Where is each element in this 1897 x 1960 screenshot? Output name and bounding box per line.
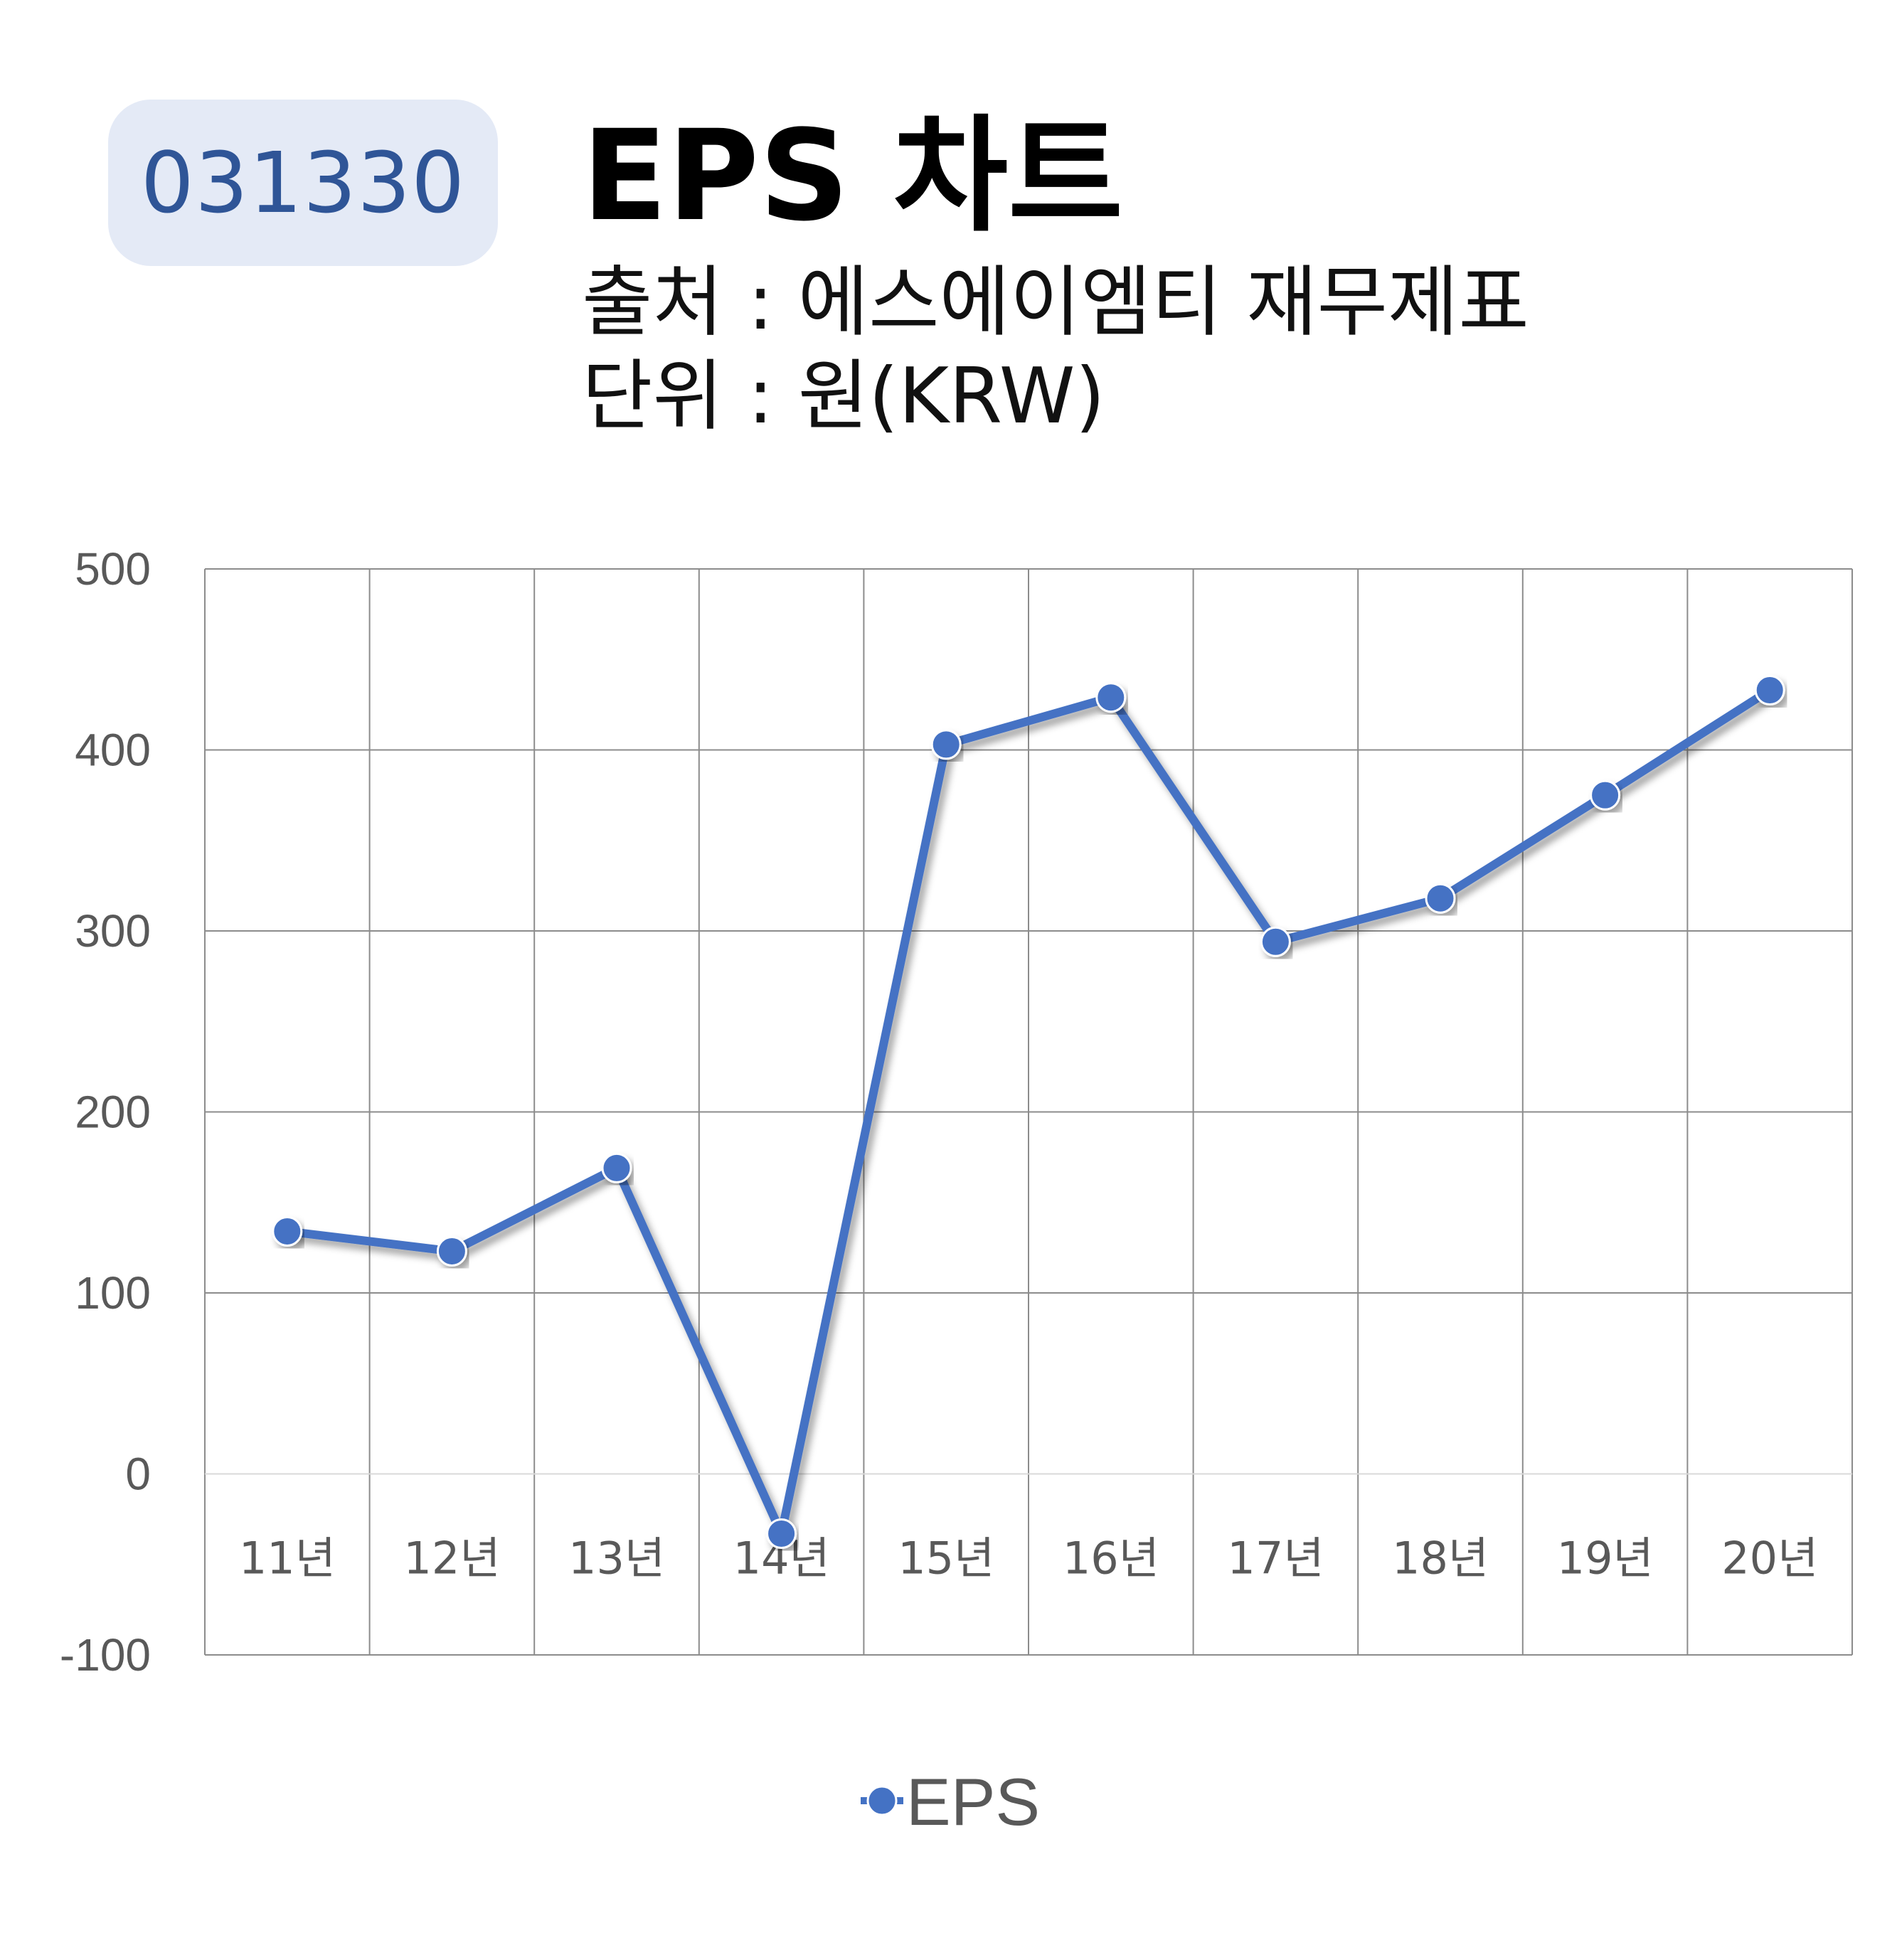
x-category-label: 13년 — [568, 1533, 665, 1584]
unit-line: 단위 : 원(KRW) — [582, 352, 1105, 441]
ticker-code: 031330 — [140, 134, 466, 232]
x-category-label: 19년 — [1557, 1533, 1654, 1584]
x-category-label: 17년 — [1227, 1533, 1324, 1584]
x-category-label: 11년 — [239, 1533, 336, 1584]
x-axis-categories: 11년 12년 13년 14년 15년 16년 17년 18년 19년 20년 — [239, 1533, 1818, 1584]
legend-label: EPS — [906, 1764, 1040, 1839]
legend-marker — [866, 1785, 898, 1816]
x-category-label: 16년 — [1063, 1533, 1159, 1584]
ticker-badge: 031330 — [108, 100, 498, 266]
y-tick-label: 100 — [75, 1267, 151, 1319]
data-point — [1260, 926, 1291, 957]
x-category-label: 20년 — [1721, 1533, 1818, 1584]
data-point — [436, 1235, 467, 1267]
y-tick-label: -100 — [60, 1629, 151, 1681]
data-point — [601, 1152, 632, 1183]
y-tick-label: 300 — [75, 905, 151, 957]
x-category-label: 18년 — [1392, 1533, 1489, 1584]
series-eps — [272, 675, 1785, 1549]
x-category-label: 12년 — [403, 1533, 500, 1584]
legend: EPS — [861, 1764, 1040, 1839]
data-point — [272, 1215, 303, 1247]
data-point — [930, 729, 962, 760]
y-tick-label: 500 — [75, 543, 151, 595]
data-point — [1754, 675, 1785, 706]
y-axis-ticks: 500 400 300 200 100 0 -100 — [60, 543, 151, 1681]
data-point — [1095, 682, 1127, 713]
x-category-label: 15년 — [898, 1533, 994, 1584]
y-tick-label: 0 — [125, 1449, 151, 1500]
series-line — [282, 686, 1775, 1538]
grid — [204, 568, 1853, 1656]
data-point — [766, 1518, 797, 1549]
chart-title: EPS 차트 — [582, 103, 1124, 249]
source-line: 출처 : 에스에이엠티 재무제표 — [582, 258, 1529, 347]
y-tick-label: 200 — [75, 1087, 151, 1138]
data-point — [1590, 779, 1621, 811]
y-tick-label: 400 — [75, 725, 151, 776]
data-point — [1425, 883, 1456, 914]
